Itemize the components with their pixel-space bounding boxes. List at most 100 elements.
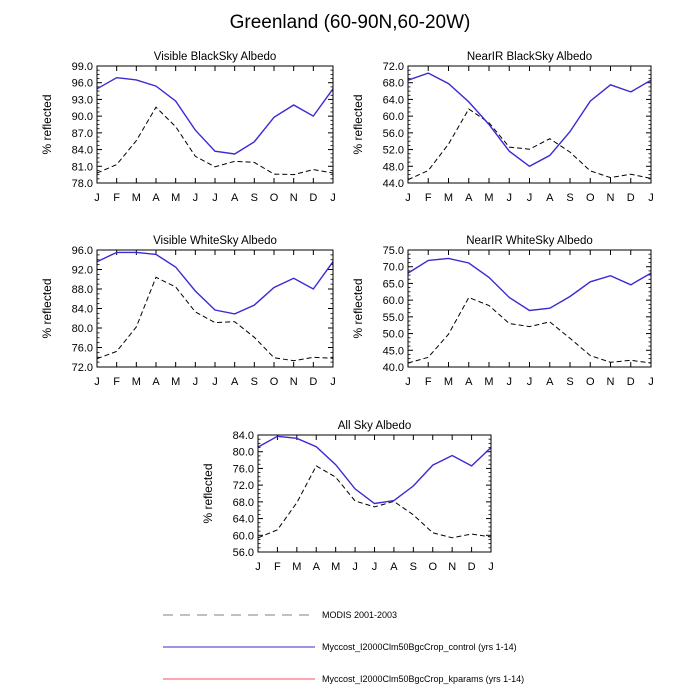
y-tick-label: 81.0: [72, 161, 93, 173]
panel-title: NearIR BlackSky Albedo: [467, 51, 592, 63]
x-tick-label: N: [290, 376, 298, 388]
x-tick-label: A: [546, 192, 554, 204]
series-line-modis: [96, 106, 334, 176]
plot-frame: [96, 65, 334, 184]
panel-title: NearIR WhiteSky Albedo: [466, 235, 593, 247]
y-tick-label: 56.0: [233, 547, 254, 559]
y-axis-label: % reflected: [351, 278, 365, 338]
y-tick-label: 96.0: [72, 245, 93, 257]
y-tick-label: 92.0: [72, 265, 93, 277]
series-line-modis: [257, 465, 492, 539]
y-axis-label: % reflected: [201, 463, 215, 523]
x-tick-label: M: [132, 192, 141, 204]
y-tick-label: 60.0: [383, 295, 404, 307]
y-tick-label: 44.0: [383, 178, 404, 190]
series-line-control: [407, 72, 652, 168]
figure-title: Greenland (60-90N,60-20W): [229, 12, 471, 33]
panel-1: Visible BlackSky Albedo % reflected 78.0 81…: [40, 51, 336, 204]
panel-4: NearIR WhiteSky Albedo % reflected 40.0 45.…: [351, 235, 654, 388]
x-tick-label: J: [488, 561, 494, 573]
panel-5: All Sky Albedo % reflected 56.0 60.0 64.0 68.…: [201, 420, 494, 573]
y-tick-label: 96.0: [72, 78, 93, 90]
x-tick-label: D: [627, 376, 635, 388]
x-tick-label: A: [313, 561, 321, 573]
y-tick-label: 76.0: [72, 343, 93, 355]
x-tick-label: J: [648, 376, 654, 388]
series-line-modis: [96, 276, 334, 362]
y-tick-label: 45.0: [383, 345, 404, 357]
x-tick-label: N: [607, 376, 615, 388]
x-tick-label: J: [193, 192, 199, 204]
y-axis-label: % reflected: [40, 94, 54, 154]
y-tick-label: 55.0: [383, 312, 404, 324]
x-tick-label: D: [627, 192, 635, 204]
y-tick-label: 64.0: [233, 514, 254, 526]
x-tick-label: J: [94, 376, 100, 388]
x-tick-label: M: [331, 561, 340, 573]
x-tick-label: J: [507, 192, 513, 204]
x-tick-label: O: [586, 376, 595, 388]
x-tick-label: J: [405, 376, 411, 388]
y-tick-label: 75.0: [383, 245, 404, 257]
panel-title: Visible WhiteSky Albedo: [153, 235, 277, 247]
x-tick-label: F: [113, 192, 120, 204]
series-line-control: [407, 257, 652, 312]
x-tick-label: J: [255, 561, 261, 573]
y-axis-label: % reflected: [351, 94, 365, 154]
y-tick-label: 72.0: [233, 480, 254, 492]
x-tick-label: O: [270, 376, 279, 388]
x-tick-label: A: [465, 376, 473, 388]
x-tick-label: M: [171, 192, 180, 204]
y-tick-label: 80.0: [233, 447, 254, 459]
x-tick-label: A: [152, 376, 160, 388]
x-tick-label: M: [292, 561, 301, 573]
x-tick-label: A: [465, 192, 473, 204]
y-tick-label: 72.0: [72, 362, 93, 374]
x-tick-label: M: [444, 376, 453, 388]
x-tick-label: J: [193, 376, 199, 388]
x-tick-label: J: [527, 376, 533, 388]
x-tick-label: A: [390, 561, 398, 573]
y-tick-label: 76.0: [233, 463, 254, 475]
panel-title: Visible BlackSky Albedo: [154, 51, 277, 63]
series-line-modis: [407, 108, 652, 181]
x-tick-label: J: [330, 192, 336, 204]
series-line-control: [96, 76, 334, 155]
y-tick-label: 64.0: [383, 94, 404, 106]
x-tick-label: F: [425, 192, 432, 204]
y-tick-label: 48.0: [383, 161, 404, 173]
y-tick-label: 56.0: [383, 128, 404, 140]
series-line-control: [257, 435, 492, 505]
y-tick-label: 84.0: [72, 145, 93, 157]
x-tick-label: J: [527, 192, 533, 204]
x-tick-label: J: [212, 376, 218, 388]
y-tick-label: 70.0: [383, 262, 404, 274]
x-tick-label: J: [212, 192, 218, 204]
x-tick-label: F: [425, 376, 432, 388]
series-line-modis: [407, 296, 652, 364]
y-tick-label: 90.0: [72, 111, 93, 123]
x-tick-label: O: [586, 192, 595, 204]
legend-label-1: MODIS 2001-2003: [322, 610, 397, 620]
x-tick-label: M: [444, 192, 453, 204]
x-tick-label: N: [607, 192, 615, 204]
y-tick-label: 60.0: [383, 111, 404, 123]
plot-frame: [407, 65, 652, 184]
x-tick-label: J: [405, 192, 411, 204]
y-axis-label: % reflected: [40, 278, 54, 338]
legend-label-2: Myccost_I2000Clm50BgcCrop_control (yrs 1…: [322, 642, 517, 652]
x-tick-label: A: [231, 192, 239, 204]
x-tick-label: O: [270, 192, 279, 204]
y-tick-label: 87.0: [72, 128, 93, 140]
y-tick-label: 50.0: [383, 329, 404, 341]
y-tick-label: 40.0: [383, 362, 404, 374]
x-tick-label: D: [309, 192, 317, 204]
x-tick-label: F: [113, 376, 120, 388]
x-tick-label: S: [251, 376, 258, 388]
y-tick-label: 80.0: [72, 323, 93, 335]
plot-frame: [257, 434, 492, 553]
x-tick-label: N: [448, 561, 456, 573]
y-tick-label: 52.0: [383, 145, 404, 157]
y-tick-label: 78.0: [72, 178, 93, 190]
